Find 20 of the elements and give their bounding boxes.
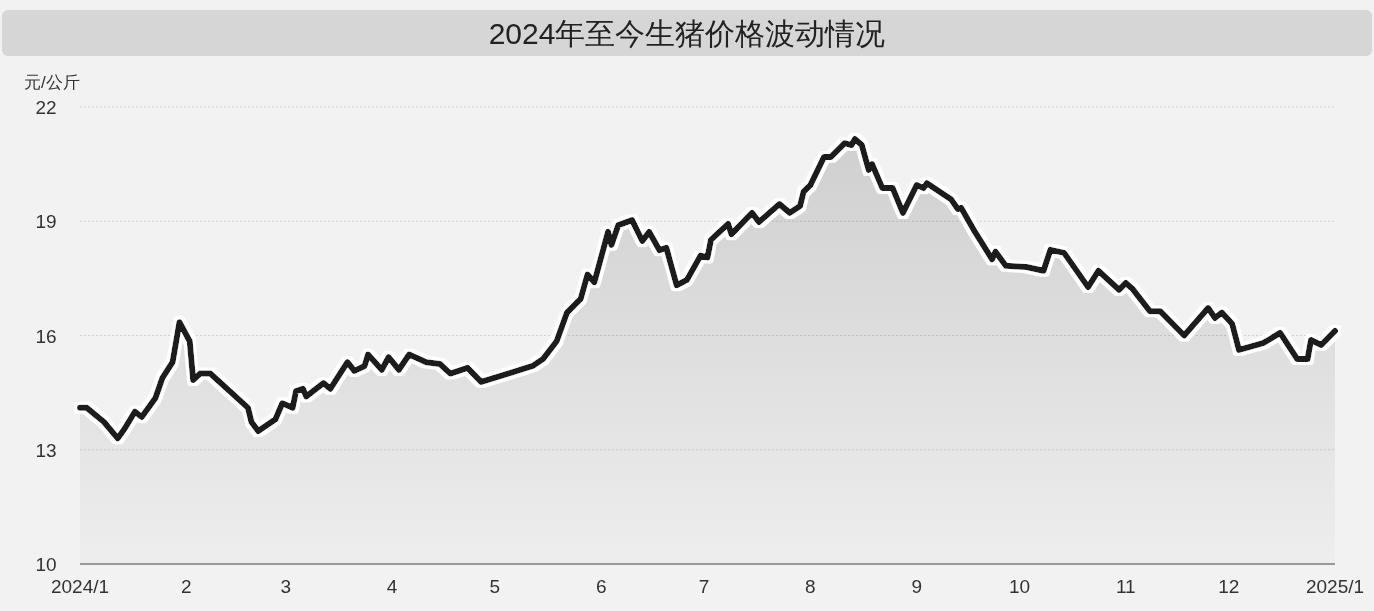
- x-tick-label: 5: [489, 576, 501, 597]
- x-tick-label: 12: [1218, 576, 1240, 597]
- x-tick-label: 3: [280, 576, 292, 597]
- y-tick-label: 13: [35, 439, 57, 461]
- x-tick-label: 10: [1008, 576, 1031, 597]
- x-tick-label: 11: [1115, 576, 1136, 597]
- y-tick-label: 19: [35, 211, 57, 233]
- y-tick-label: 10: [35, 554, 57, 575]
- x-tick-label: 2: [181, 576, 192, 597]
- chart-title: 2024年至今生猪价格波动情况: [488, 17, 886, 50]
- x-tick-label: 8: [805, 576, 816, 597]
- x-tick-label: 7: [698, 576, 710, 597]
- y-tick-label: 16: [35, 325, 57, 347]
- x-tick-label: 4: [386, 576, 398, 597]
- x-tick-label: 6: [595, 576, 607, 597]
- y-axis-title: 元/公斤: [24, 73, 80, 92]
- x-tick-label: 2025/1: [1305, 576, 1365, 597]
- x-tick-label: 2024/1: [50, 576, 110, 597]
- y-tick-label: 22: [35, 97, 57, 118]
- x-tick-label: 9: [911, 576, 922, 597]
